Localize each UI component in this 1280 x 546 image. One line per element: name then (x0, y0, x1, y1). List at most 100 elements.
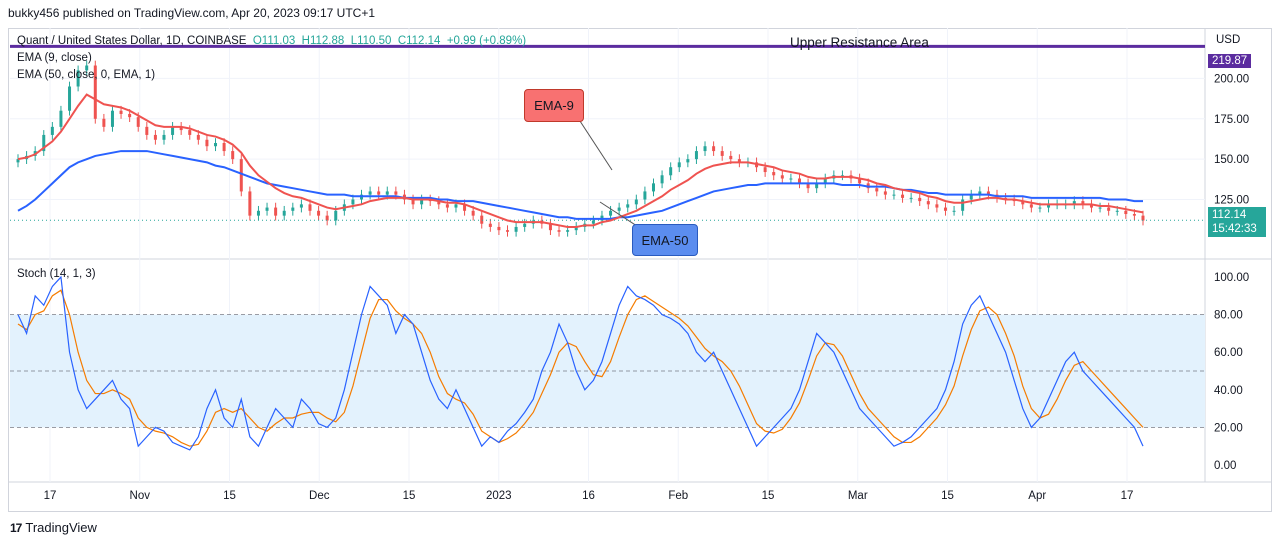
published-byline: bukky456 published on TradingView.com, A… (8, 6, 376, 20)
candle-body (506, 230, 510, 232)
candle-body (317, 210, 321, 216)
candle-body (437, 201, 441, 205)
candle-body (256, 210, 260, 216)
candle-body (686, 159, 690, 163)
stoch-legend[interactable]: Stoch (14, 1, 3) (17, 268, 96, 280)
candle-body (205, 139, 209, 147)
candle-body (720, 151, 724, 156)
x-tick-label: Nov (130, 490, 151, 502)
ema50-line (17, 150, 1143, 220)
candle-body (480, 215, 484, 224)
candle-body (677, 162, 681, 168)
resistance-label: Upper Resistance Area (790, 35, 929, 50)
stoch-tick-label: 0.00 (1214, 460, 1236, 472)
candle-body (1089, 204, 1093, 208)
candle-body (523, 223, 527, 227)
candle-body (729, 155, 733, 160)
candle-body (291, 207, 295, 211)
ema50-callout-pointer (599, 201, 641, 229)
footer-brand[interactable]: 17 TradingView (10, 520, 97, 535)
candle-body (85, 65, 89, 71)
candle-body (901, 194, 905, 198)
candle-body (463, 204, 467, 211)
candle-body (445, 204, 449, 208)
candle-body (334, 210, 338, 221)
candle-body (548, 223, 552, 231)
candle-body (420, 199, 424, 205)
candle-body (16, 159, 20, 163)
candle-body (231, 151, 235, 160)
price-tick-label: 175.00 (1214, 114, 1249, 126)
candle-body (50, 126, 54, 135)
stoch-tick-label: 80.00 (1214, 310, 1243, 322)
stoch-k-line (17, 275, 1144, 451)
candle-body (1115, 210, 1119, 212)
candle-body (609, 210, 613, 216)
candle-body (978, 191, 982, 195)
tradingview-logo-icon: 17 (10, 520, 22, 535)
symbol-legend: Quant / United States Dollar, 1D, COINBA… (17, 35, 526, 47)
candle-body (669, 167, 673, 176)
x-tick-label: 15 (403, 490, 416, 502)
candle-body (299, 204, 303, 208)
candle-body (961, 199, 965, 211)
x-tick-label: 15 (762, 490, 775, 502)
x-tick-label: 17 (44, 490, 57, 502)
symbol-title: Quant / United States Dollar, 1D, COINBA… (17, 35, 247, 47)
candle-body (1098, 207, 1102, 209)
candle-body (823, 178, 827, 184)
candle-body (557, 230, 561, 232)
ema50-callout: EMA-50 (632, 224, 698, 256)
candle-body (986, 191, 990, 195)
candle-body (694, 151, 698, 160)
candle-body (591, 220, 595, 224)
last-price-tag: 112.14 15:42:33 (1208, 207, 1266, 237)
candle-body (1029, 204, 1033, 208)
ema9-legend[interactable]: EMA (9, close) (17, 52, 92, 64)
candle-body (875, 188, 879, 192)
candle-body (1132, 214, 1136, 216)
candle-body (1072, 201, 1076, 205)
candle-body (892, 194, 896, 196)
candle-body (1047, 204, 1051, 208)
candle-body (411, 199, 415, 205)
candle-body (1021, 201, 1025, 205)
candle-body (171, 126, 175, 135)
candle-body (643, 191, 647, 200)
candle-body (68, 86, 72, 111)
candle-body (308, 204, 312, 211)
candle-body (385, 191, 389, 195)
candle-body (145, 126, 149, 135)
x-tick-label: Feb (668, 490, 688, 502)
candle-body (248, 191, 252, 216)
last-price: 112.14 (1212, 209, 1247, 221)
candle-body (274, 207, 278, 216)
candle-body (239, 159, 243, 192)
price-tick-label: 125.00 (1214, 195, 1249, 207)
ema9-callout-pointer (577, 117, 613, 171)
currency-label: USD (1216, 34, 1241, 46)
candle-body (42, 134, 46, 152)
candle-body (1038, 207, 1042, 209)
candle-body (815, 183, 819, 189)
candle-body (351, 199, 355, 205)
candle-body (737, 159, 741, 163)
candle-body (325, 215, 329, 221)
x-tick-label: 16 (582, 490, 595, 502)
candle-body (214, 143, 218, 147)
price-tick-label: 200.00 (1214, 73, 1249, 85)
candle-body (394, 191, 398, 195)
candle-body (566, 230, 570, 232)
ohlc-close: C112.14 (397, 35, 441, 47)
ema50-legend[interactable]: EMA (50, close, 0, EMA, 1) (17, 69, 156, 81)
candle-body (1107, 207, 1111, 211)
candle-body (943, 207, 947, 211)
chart-frame[interactable] (8, 28, 1272, 512)
stoch-tick-label: 100.00 (1214, 272, 1249, 284)
stoch-tick-label: 20.00 (1214, 422, 1243, 434)
ohlc-low: L110.50 (350, 35, 392, 47)
candle-body (634, 199, 638, 205)
candle-body (797, 178, 801, 184)
x-tick-label: Dec (309, 490, 330, 502)
